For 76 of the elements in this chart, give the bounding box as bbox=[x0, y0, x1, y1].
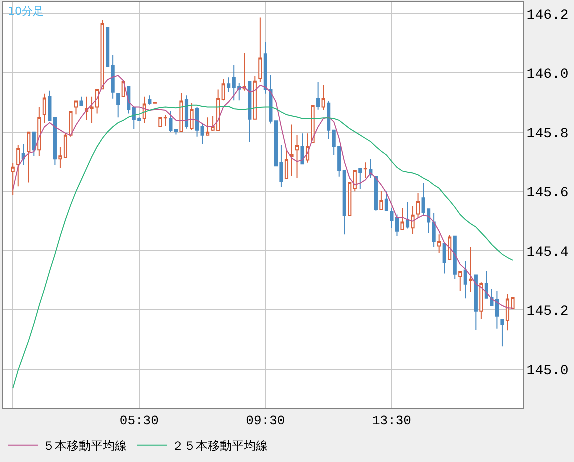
y-tick-label: 145.2 bbox=[526, 304, 569, 320]
candlestick bbox=[32, 132, 36, 157]
candlestick bbox=[448, 234, 452, 260]
candlestick bbox=[364, 162, 368, 179]
legend-label: ２５本移動平均線 bbox=[172, 439, 268, 454]
candlestick bbox=[53, 117, 57, 166]
y-tick-label: 145.6 bbox=[526, 186, 569, 202]
candlestick bbox=[158, 117, 162, 127]
x-tick-label: 05:30 bbox=[120, 414, 159, 429]
candlestick bbox=[442, 243, 446, 274]
candlestick bbox=[180, 92, 184, 132]
candlestick bbox=[227, 77, 231, 93]
candlestick bbox=[116, 93, 120, 118]
candlestick bbox=[438, 234, 442, 254]
candlestick bbox=[322, 84, 326, 111]
candlestick bbox=[416, 192, 420, 219]
candlestick bbox=[358, 168, 362, 190]
candlestick bbox=[80, 96, 84, 106]
candlestick bbox=[38, 106, 42, 157]
candlestick bbox=[190, 102, 194, 131]
y-tick-label: 146.0 bbox=[526, 67, 569, 84]
candlestick bbox=[374, 176, 378, 212]
candlestick bbox=[290, 124, 294, 176]
candlestick bbox=[406, 202, 410, 230]
x-tick-label: 09:30 bbox=[246, 414, 286, 429]
candlestick bbox=[142, 96, 146, 124]
candlestick bbox=[300, 133, 304, 165]
candlestick bbox=[27, 132, 31, 184]
candlestick bbox=[342, 170, 346, 236]
candlestick bbox=[11, 163, 15, 196]
candlestick bbox=[353, 170, 357, 192]
x-tick-label: 13:30 bbox=[372, 414, 412, 429]
candlestick bbox=[458, 271, 462, 292]
candlestick bbox=[316, 82, 320, 110]
candlestick bbox=[258, 17, 262, 83]
candlestick bbox=[432, 212, 436, 248]
candlestick bbox=[327, 100, 331, 140]
line-series bbox=[12, 75, 514, 309]
candlestick bbox=[474, 274, 478, 331]
y-tick-label: 145.4 bbox=[526, 244, 569, 261]
candlestick bbox=[195, 106, 200, 138]
y-tick-label: 146.2 bbox=[526, 8, 569, 24]
candlestick bbox=[242, 52, 246, 92]
candlestick bbox=[464, 260, 468, 300]
candlestick bbox=[200, 123, 204, 145]
candlestick bbox=[469, 246, 473, 293]
candlestick bbox=[148, 95, 152, 106]
y-tick-label: 145.8 bbox=[526, 126, 569, 142]
candlestick bbox=[100, 20, 104, 90]
y-tick-label: 145.0 bbox=[526, 363, 569, 380]
legend-label: ５本移動平均線 bbox=[43, 439, 127, 454]
candlestick bbox=[164, 115, 168, 127]
candlestick bbox=[480, 282, 484, 320]
candlestick bbox=[222, 78, 226, 102]
candlestick bbox=[348, 182, 352, 216]
candlestick bbox=[22, 144, 26, 166]
candlestick bbox=[284, 150, 289, 180]
candlestick bbox=[106, 27, 110, 68]
line-series bbox=[12, 104, 514, 389]
chart-title: 10分足 bbox=[8, 5, 44, 18]
candlestick bbox=[253, 76, 257, 120]
candlestick bbox=[411, 206, 415, 235]
candlestick bbox=[500, 319, 504, 348]
candlestick bbox=[74, 100, 78, 116]
candlestick bbox=[400, 208, 404, 230]
candlestick bbox=[206, 117, 210, 136]
candlestick bbox=[380, 190, 384, 210]
candlestick bbox=[42, 93, 46, 124]
candlestick bbox=[295, 134, 300, 179]
candlestick bbox=[184, 95, 189, 130]
candlestick bbox=[111, 54, 115, 100]
candlestick bbox=[16, 144, 20, 188]
candlestick bbox=[495, 290, 499, 330]
candlestick bbox=[453, 236, 457, 280]
candlestick bbox=[48, 90, 52, 122]
candlestick bbox=[248, 82, 252, 143]
